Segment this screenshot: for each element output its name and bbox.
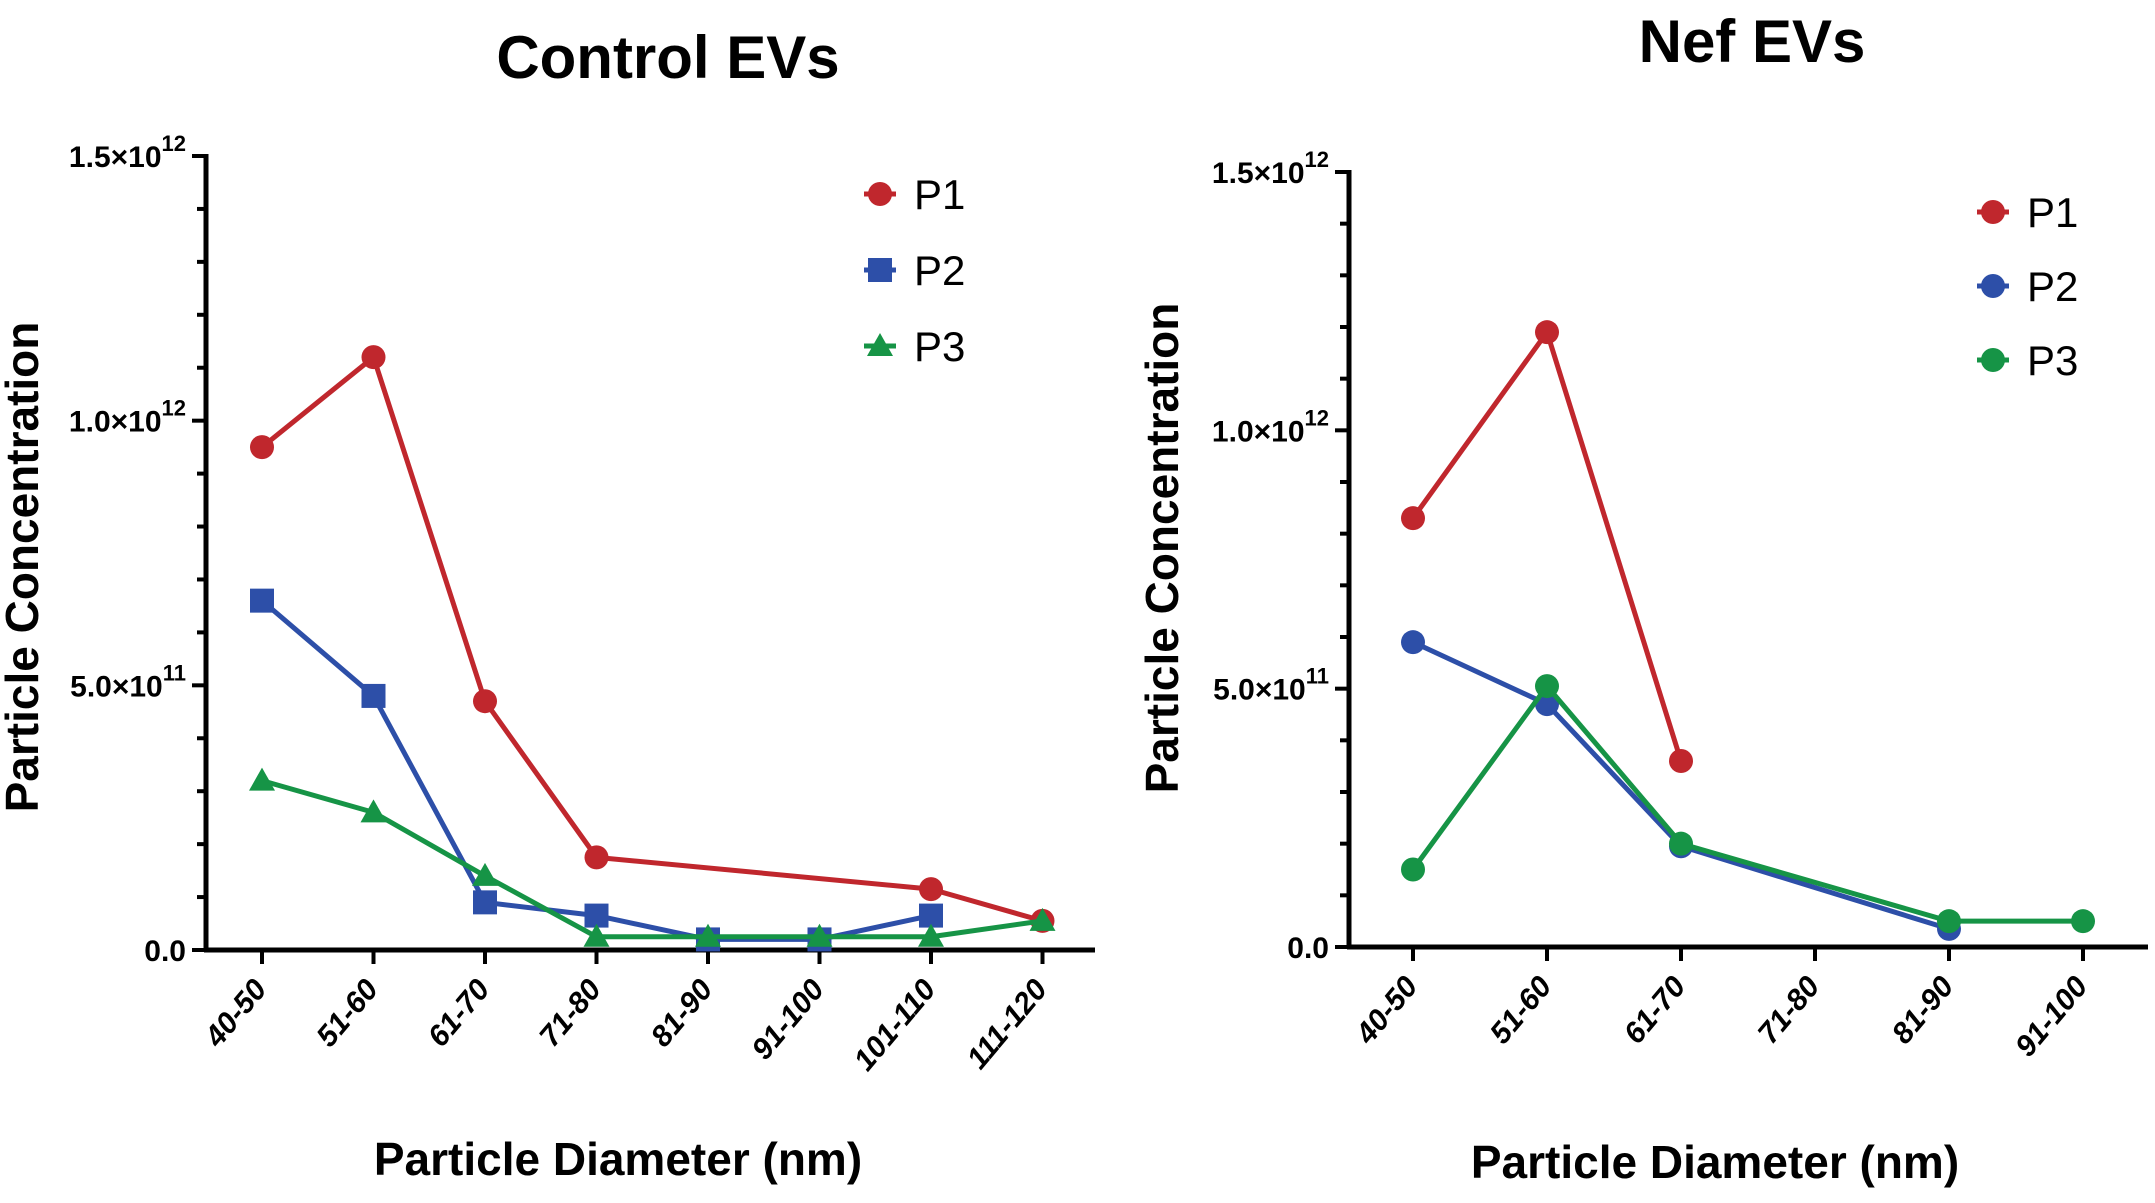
x-tick-label: 91-100 xyxy=(746,973,832,1066)
data-point xyxy=(250,435,274,460)
data-point xyxy=(1937,909,1961,934)
series-p3 xyxy=(1401,674,2095,934)
legend-label: P2 xyxy=(2027,263,2078,310)
legend-marker xyxy=(1981,200,2005,224)
data-point xyxy=(361,345,386,370)
legend-marker xyxy=(868,258,892,282)
data-point xyxy=(919,903,943,928)
legend-label: P2 xyxy=(914,247,965,294)
data-point xyxy=(1535,674,1559,699)
data-point xyxy=(473,890,497,915)
x-tick-label: 61-70 xyxy=(1618,970,1693,1050)
legend-entry-p1: P1 xyxy=(1977,189,2078,236)
series-line xyxy=(1410,683,2083,924)
x-tick-label: 91-100 xyxy=(2009,970,2095,1063)
y-tick-label: 5.0×1011 xyxy=(1213,664,1329,707)
legend-entry-p3: P3 xyxy=(864,323,965,370)
x-tick-label: 40-50 xyxy=(198,973,273,1054)
series xyxy=(1401,320,2095,941)
y-axis-title: Particle Concentration xyxy=(1136,303,1188,794)
series-line xyxy=(1411,639,1950,932)
legend-entry-p3: P3 xyxy=(1977,337,2078,384)
data-point xyxy=(1401,857,1425,882)
legend: P1 P2 P3 xyxy=(1977,189,2078,384)
series-line xyxy=(260,354,1044,924)
x-axis-title: Particle Diameter (nm) xyxy=(374,1133,862,1185)
series-p1 xyxy=(250,345,1055,933)
x-tick-label: 71-80 xyxy=(1752,970,1827,1050)
data-point xyxy=(1535,320,1559,345)
data-point xyxy=(472,862,498,886)
legend-label: P1 xyxy=(2027,189,2078,236)
nef-evs-panel: Nef EVs Particle Concentration Particle … xyxy=(1136,8,2148,1188)
y-tick-label: 1.0×1012 xyxy=(69,396,186,439)
x-tick-label: 111-120 xyxy=(961,973,1054,1075)
data-point xyxy=(584,903,609,928)
chart-title: Control EVs xyxy=(496,24,839,91)
x-tick-label: 81-90 xyxy=(645,973,720,1053)
legend-label: P3 xyxy=(914,323,965,370)
y-tick-label: 1.5×1012 xyxy=(1212,147,1329,190)
y-tick-label: 0.0 xyxy=(1287,932,1329,965)
data-point xyxy=(2071,909,2095,934)
series-line xyxy=(260,598,932,942)
series-p3 xyxy=(249,767,1056,947)
legend-marker xyxy=(1981,348,2005,372)
data-point xyxy=(918,923,944,947)
y-axis-title: Particle Concentration xyxy=(0,322,48,813)
data-point xyxy=(473,689,497,714)
data-point xyxy=(1401,630,1425,655)
data-point xyxy=(249,767,275,791)
data-point xyxy=(1401,506,1425,531)
series-line xyxy=(261,778,1043,940)
y-tick-label: 0.0 xyxy=(144,935,186,968)
series xyxy=(249,345,1056,952)
x-axis-title: Particle Diameter (nm) xyxy=(1471,1136,1959,1188)
chart-title: Nef EVs xyxy=(1639,8,1866,75)
x-tick-label: 101-110 xyxy=(848,973,943,1077)
x-tick-label: 51-60 xyxy=(1484,970,1559,1050)
data-point xyxy=(361,683,386,708)
legend-entry-p1: P1 xyxy=(864,171,965,218)
legend-label: P3 xyxy=(2027,337,2078,384)
legend-entry-p2: P2 xyxy=(1977,263,2078,310)
data-point xyxy=(583,923,610,947)
data-point xyxy=(1669,749,1693,773)
data-point xyxy=(1669,831,1693,856)
legend-marker xyxy=(867,333,893,356)
x-tick-label: 51-60 xyxy=(310,973,385,1053)
y-tick-label: 1.5×1012 xyxy=(69,131,186,174)
legend-entry-p2: P2 xyxy=(864,247,965,294)
data-point xyxy=(919,877,943,902)
legend: P1 P2 P3 xyxy=(864,171,965,370)
data-point xyxy=(695,923,721,947)
data-point xyxy=(250,588,274,613)
data-point xyxy=(360,799,387,823)
data-point xyxy=(584,845,609,870)
x-tick-label: 71-80 xyxy=(533,973,608,1053)
x-tick-label: 81-90 xyxy=(1886,970,1961,1050)
x-tick-label: 40-50 xyxy=(1349,970,1424,1051)
legend-label: P1 xyxy=(914,171,965,218)
y-tick-label: 5.0×1011 xyxy=(70,660,186,703)
control-evs-panel: Control EVs Particle Concentration Parti… xyxy=(0,24,1095,1185)
data-point xyxy=(1029,907,1056,931)
legend-marker xyxy=(868,182,892,206)
series-p2 xyxy=(250,588,943,952)
series-p2 xyxy=(1401,630,1961,941)
data-point xyxy=(806,923,833,947)
legend-marker xyxy=(1981,274,2005,298)
series-p1 xyxy=(1401,320,1693,773)
y-tick-label: 1.0×1012 xyxy=(1212,405,1329,448)
x-tick-label: 61-70 xyxy=(422,973,497,1053)
